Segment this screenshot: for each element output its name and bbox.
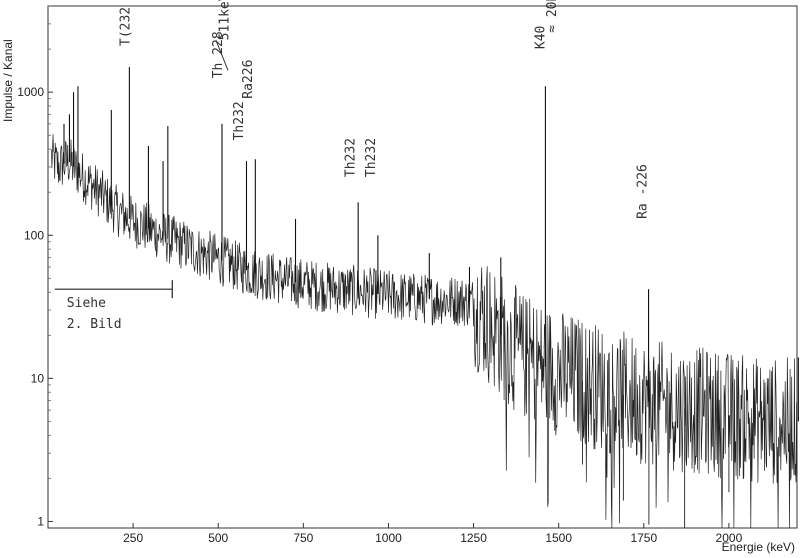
annotation-9: Ra -226 bbox=[636, 164, 651, 219]
x-tick-label-1000: 1000 bbox=[375, 531, 402, 545]
note-line-1: 2. Bild bbox=[67, 317, 122, 332]
x-tick-label-2000: 2000 bbox=[716, 531, 743, 545]
x-tick-label-750: 750 bbox=[293, 531, 313, 545]
annotation-8: ≈ 20Bq bbox=[545, 0, 560, 33]
annotation-0: T(232 bbox=[118, 7, 133, 46]
x-tick-label-1250: 1250 bbox=[460, 531, 487, 545]
annotation-7: K40 bbox=[533, 26, 548, 49]
y-tick-label-10: 10 bbox=[31, 371, 45, 385]
annotation-6: Th232 bbox=[364, 138, 379, 177]
x-tick-label-1500: 1500 bbox=[545, 531, 572, 545]
spectrum-series bbox=[51, 134, 797, 529]
note-line-0: Siehe bbox=[67, 296, 106, 311]
annotation-4: Ra226 bbox=[241, 60, 256, 99]
x-tick-label-1750: 1750 bbox=[630, 531, 657, 545]
x-tick-label-500: 500 bbox=[208, 531, 228, 545]
axis-ticks: 250 500 750 1000 1250 1500 1750 2000 1 10 100 1000 bbox=[17, 5, 743, 545]
y-tick-label-1000: 1000 bbox=[17, 85, 44, 99]
annotation-3: Th232 bbox=[232, 101, 247, 140]
y-axis-label: Impulse / Kanal bbox=[1, 39, 15, 122]
annotation-2: 511keV bbox=[217, 0, 232, 40]
x-tick-label-250: 250 bbox=[123, 531, 143, 545]
y-tick-label-100: 100 bbox=[24, 228, 44, 242]
peak-lines bbox=[63, 66, 799, 528]
y-tick-label-1: 1 bbox=[37, 514, 44, 528]
x-axis-label: Energie (keV) bbox=[722, 540, 795, 554]
spectrum-line bbox=[51, 134, 797, 529]
annotation-5: Th232 bbox=[343, 138, 358, 177]
annotation-1: Th 228 bbox=[211, 31, 226, 78]
strike-mark bbox=[215, 40, 229, 71]
